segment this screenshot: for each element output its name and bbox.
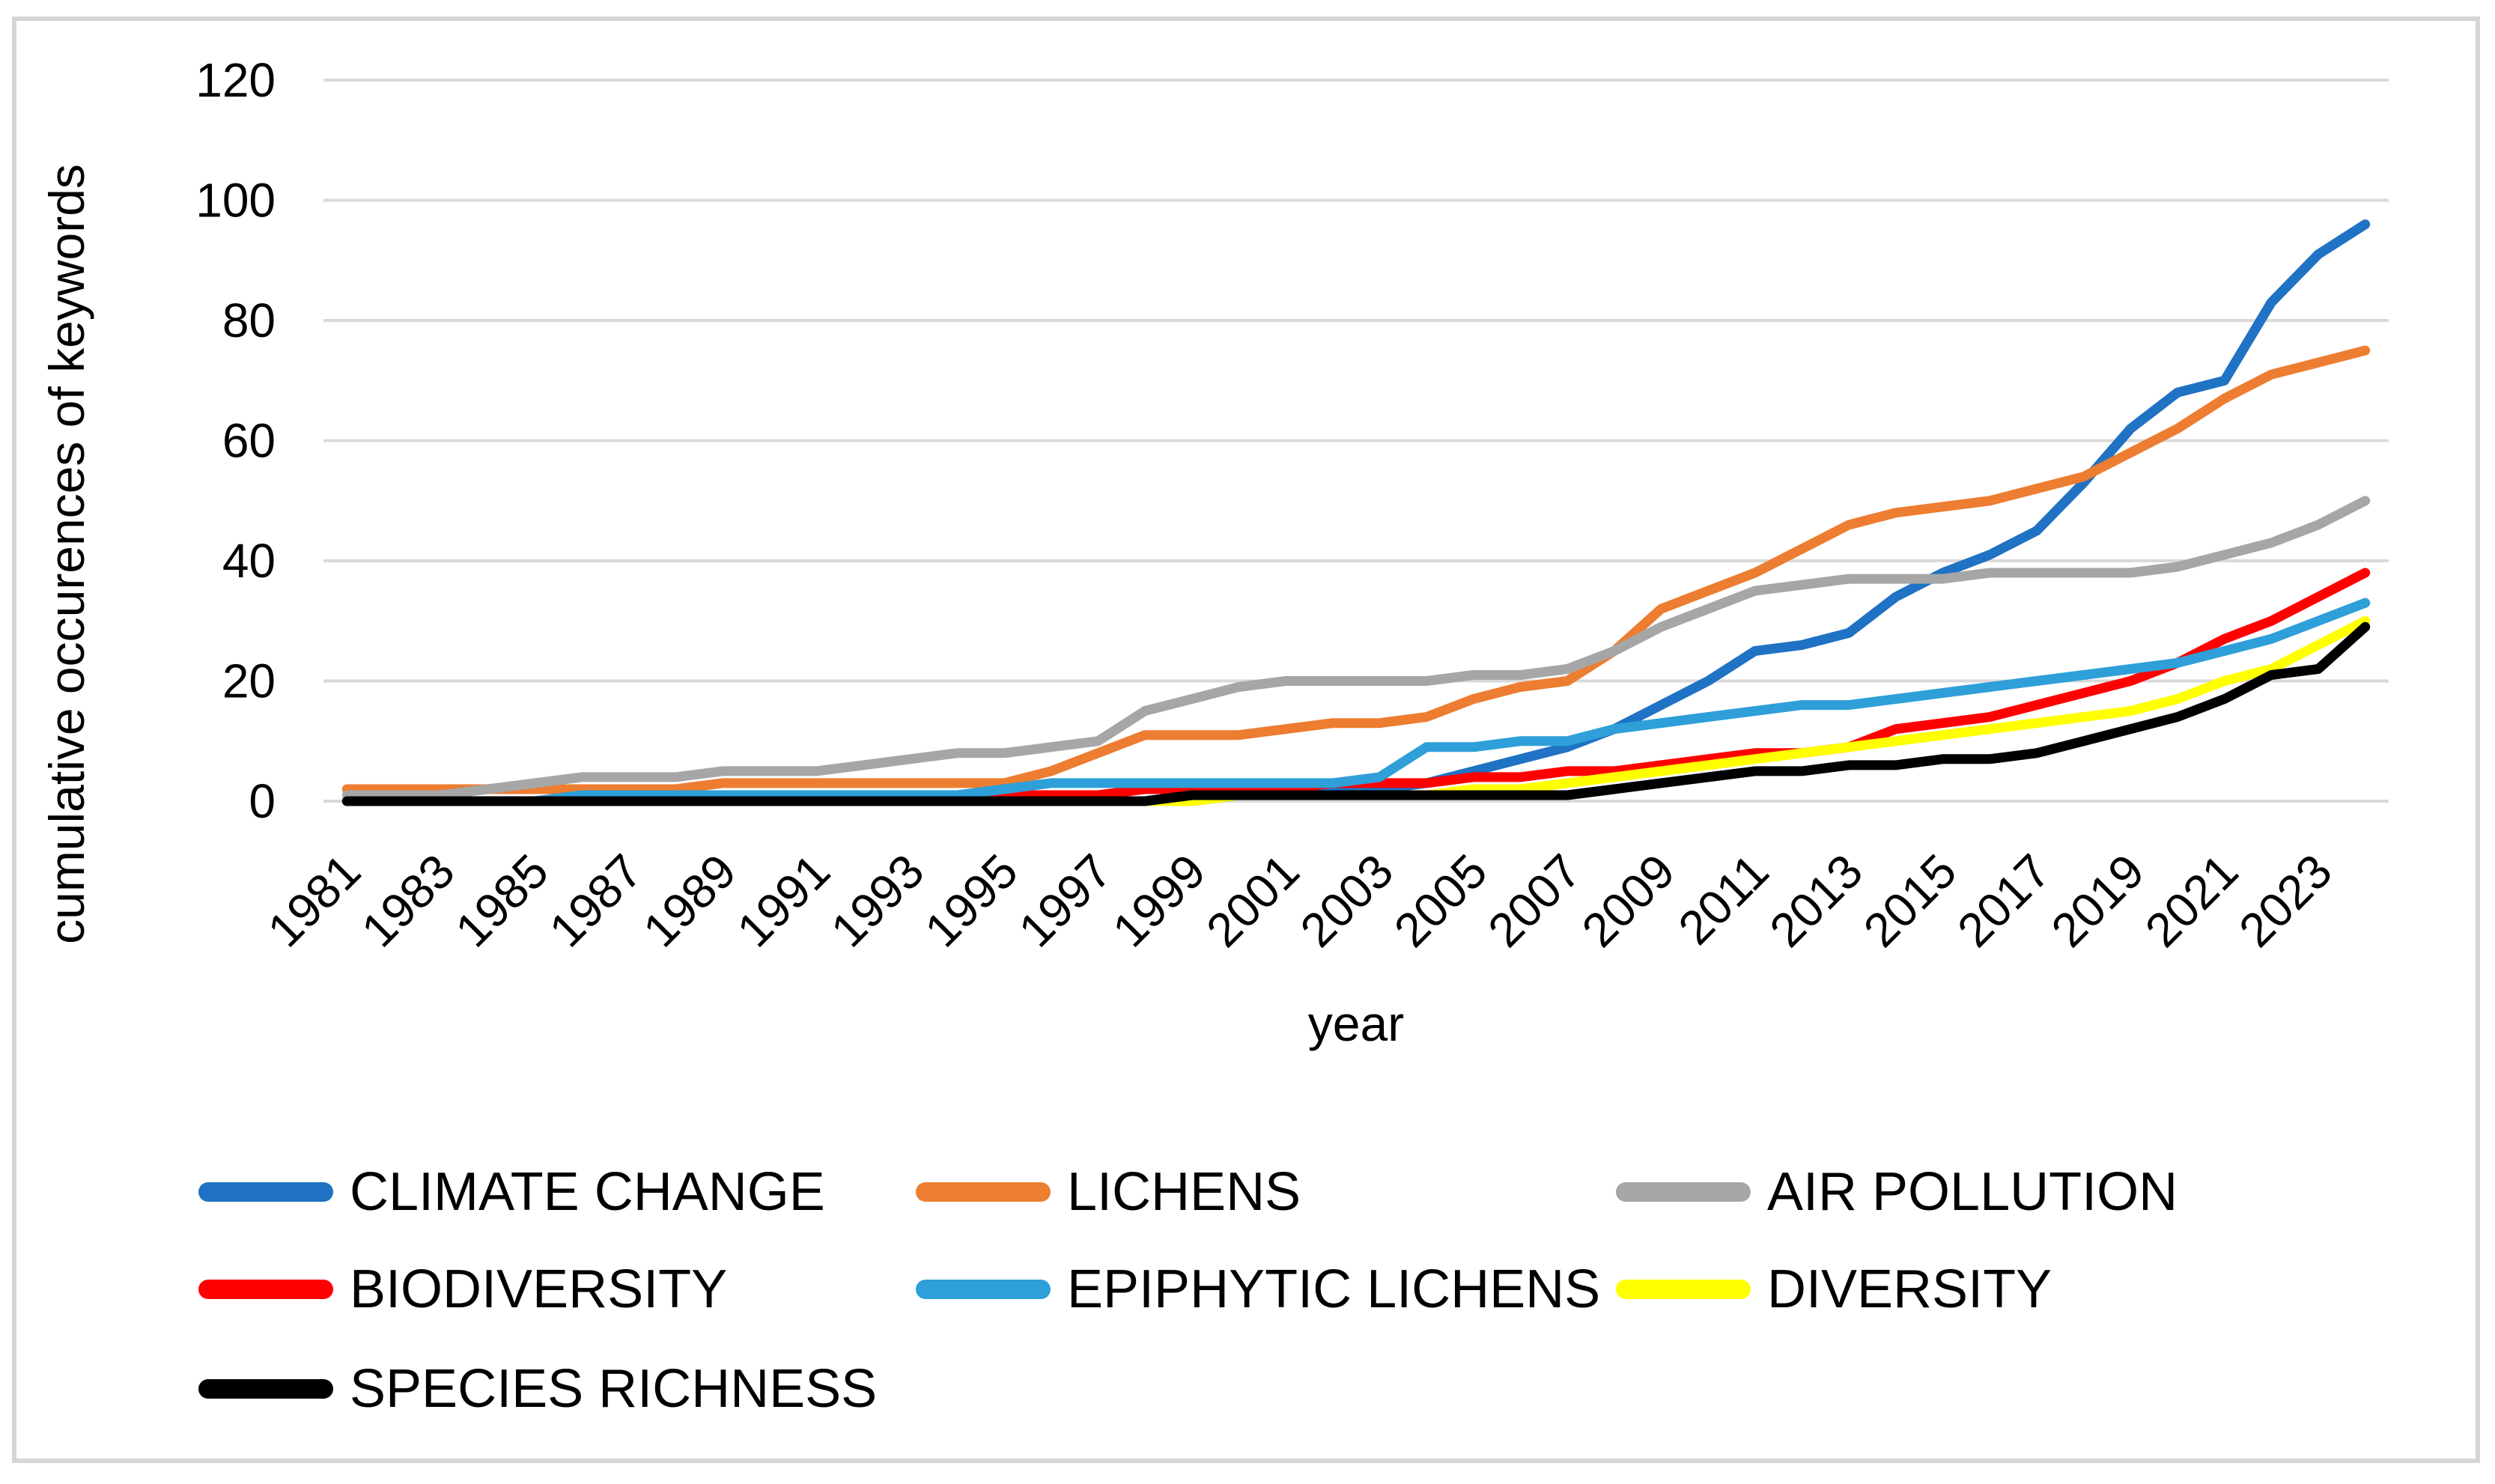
x-tick-label-2013: 2013 — [1759, 844, 1873, 958]
x-tick-label-1997: 1997 — [1009, 844, 1122, 958]
series-lichens — [341, 345, 2371, 794]
y-tick-label-60: 60 — [222, 414, 276, 468]
x-tick-label-2005: 2005 — [1384, 844, 1498, 958]
x-tick-label-1987: 1987 — [539, 844, 653, 958]
x-tick-label-1991: 1991 — [726, 844, 840, 958]
x-tick-label-1999: 1999 — [1102, 844, 1216, 958]
x-tick-label-1989: 1989 — [633, 844, 747, 958]
series-epiphytic-lichens — [341, 597, 2371, 806]
x-tick-label-2023: 2023 — [2228, 844, 2342, 958]
x-tick-label-2009: 2009 — [1572, 844, 1686, 958]
x-tick-label-1983: 1983 — [351, 844, 465, 958]
x-tick-label-2003: 2003 — [1290, 844, 1404, 958]
y-axis-tick-labels: 0 20 40 60 80 100 120 — [195, 53, 276, 828]
series-climate-change — [341, 219, 2371, 806]
series-species-richness — [341, 621, 2371, 806]
x-tick-label-2021: 2021 — [2135, 844, 2249, 958]
x-tick-label-2019: 2019 — [2041, 844, 2155, 958]
y-tick-label-20: 20 — [222, 654, 276, 708]
x-tick-label-2011: 2011 — [1668, 844, 1778, 955]
x-tick-label-1995: 1995 — [914, 844, 1028, 958]
series-lines — [341, 219, 2371, 806]
x-tick-label-1993: 1993 — [821, 844, 935, 958]
x-tick-label-2007: 2007 — [1477, 844, 1591, 958]
series-air-pollution — [341, 496, 2371, 800]
x-axis-title: year — [1308, 996, 1404, 1051]
x-tick-label-2001: 2001 — [1196, 844, 1310, 958]
y-tick-label-80: 80 — [222, 294, 276, 347]
chart-border — [12, 16, 2480, 1463]
series-biodiversity — [341, 568, 2371, 806]
x-tick-label-1985: 1985 — [445, 844, 559, 958]
x-axis-tick-labels: 1981198319851987198919911993199519971999… — [258, 844, 2342, 958]
x-tick-label-2015: 2015 — [1853, 844, 1967, 958]
y-tick-label-40: 40 — [222, 534, 276, 588]
y-tick-label-100: 100 — [195, 174, 276, 228]
x-tick-label-1981: 1981 — [258, 844, 371, 958]
y-tick-label-0: 0 — [249, 774, 276, 828]
y-tick-label-120: 120 — [195, 53, 276, 107]
x-tick-label-2017: 2017 — [1947, 844, 2061, 958]
y-axis-title: cumulative occurences of keywords — [39, 164, 94, 944]
